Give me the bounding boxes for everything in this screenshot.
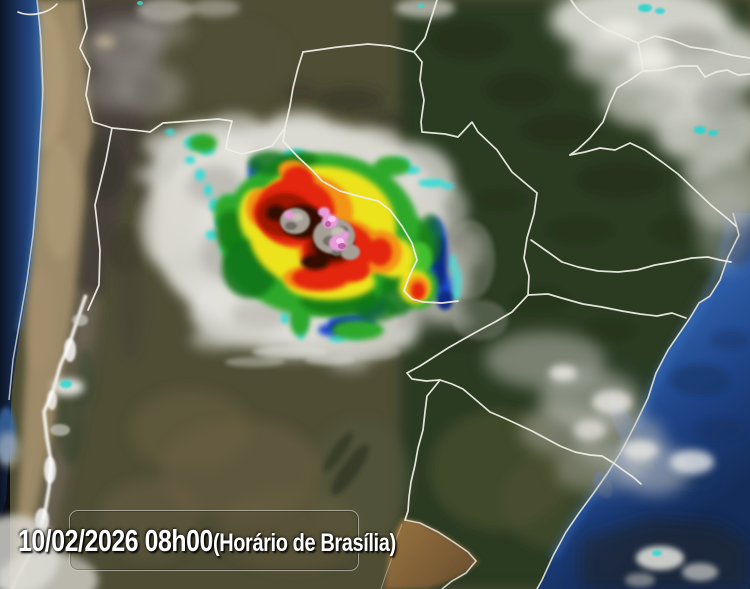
- rio-de-la-plata-estuary: [380, 518, 480, 589]
- timestamp-datetime: 10/02/2026 08h00: [18, 523, 213, 558]
- timestamp-box: [69, 510, 359, 571]
- border-uruguay-river: [404, 379, 441, 521]
- timestamp-timezone: (Horário de Brasília): [212, 529, 396, 557]
- border-state-sc-rs: [527, 293, 687, 319]
- border-state-parana-east: [569, 142, 737, 227]
- cloud-cover-northeast: [550, 0, 750, 270]
- border-uruguay-river-north: [406, 294, 529, 382]
- border-parana-river: [523, 192, 538, 296]
- storm-pink-bright: [325, 216, 346, 249]
- border-paraguay-east: [413, 0, 538, 194]
- border-pilcomayo-notch: [111, 51, 304, 155]
- border-argentina-paraguay: [282, 127, 459, 304]
- border-uruguay-brazil: [439, 379, 642, 485]
- border-topleft-loop: [17, 3, 58, 16]
- border-bolivia-paraguay: [302, 43, 415, 53]
- border-state-pr-sc: [530, 239, 732, 273]
- storm-south-streaks: [225, 220, 508, 367]
- pacific-coastline: [8, 0, 44, 401]
- border-state-sp-1: [570, 0, 750, 59]
- timestamp-label: 10/02/2026 08h00(Horário de Brasília): [18, 523, 396, 559]
- border-chile-argentina: [79, 0, 113, 311]
- country-borders: [17, 0, 750, 521]
- storm-system: [135, 111, 508, 372]
- atlantic-coastline: [536, 212, 740, 589]
- border-state-sp-2: [637, 42, 750, 78]
- border-state-parana-diag: [569, 70, 644, 156]
